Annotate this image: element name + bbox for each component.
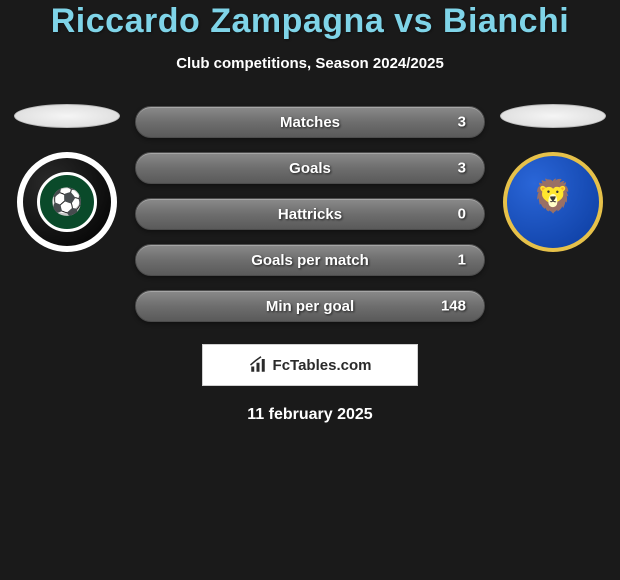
player-photo-placeholder-right — [500, 104, 606, 128]
stat-row-min-per-goal: Min per goal 148 — [135, 290, 485, 322]
comparison-card: Riccardo Zampagna vs Bianchi Club compet… — [0, 0, 620, 424]
club-crest-right — [503, 152, 603, 252]
subtitle: Club competitions, Season 2024/2025 — [0, 55, 620, 72]
left-player-column — [7, 104, 127, 252]
stat-value-right: 0 — [458, 206, 466, 223]
stat-row-matches: Matches 3 — [135, 106, 485, 138]
stat-label: Hattricks — [278, 206, 342, 223]
stat-row-hattricks: Hattricks 0 — [135, 198, 485, 230]
right-player-column — [493, 104, 613, 252]
stat-label: Matches — [280, 114, 340, 131]
body-row: Matches 3 Goals 3 Hattricks 0 Goals per … — [0, 104, 620, 322]
bar-chart-icon — [249, 356, 267, 374]
stat-label: Min per goal — [266, 298, 354, 315]
date-line: 11 february 2025 — [247, 406, 372, 424]
stat-value-right: 3 — [458, 160, 466, 177]
brand-text: FcTables.com — [273, 357, 372, 374]
club-crest-left — [17, 152, 117, 252]
stat-value-right: 3 — [458, 114, 466, 131]
stats-list: Matches 3 Goals 3 Hattricks 0 Goals per … — [135, 104, 485, 322]
stat-label: Goals — [289, 160, 331, 177]
stat-row-goals-per-match: Goals per match 1 — [135, 244, 485, 276]
page-title: Riccardo Zampagna vs Bianchi — [0, 2, 620, 41]
stat-value-right: 1 — [458, 252, 466, 269]
stat-label: Goals per match — [251, 252, 369, 269]
stat-row-goals: Goals 3 — [135, 152, 485, 184]
stat-value-right: 148 — [441, 298, 466, 315]
footer: FcTables.com 11 february 2025 — [0, 344, 620, 424]
brand-badge[interactable]: FcTables.com — [202, 344, 418, 386]
player-photo-placeholder-left — [14, 104, 120, 128]
